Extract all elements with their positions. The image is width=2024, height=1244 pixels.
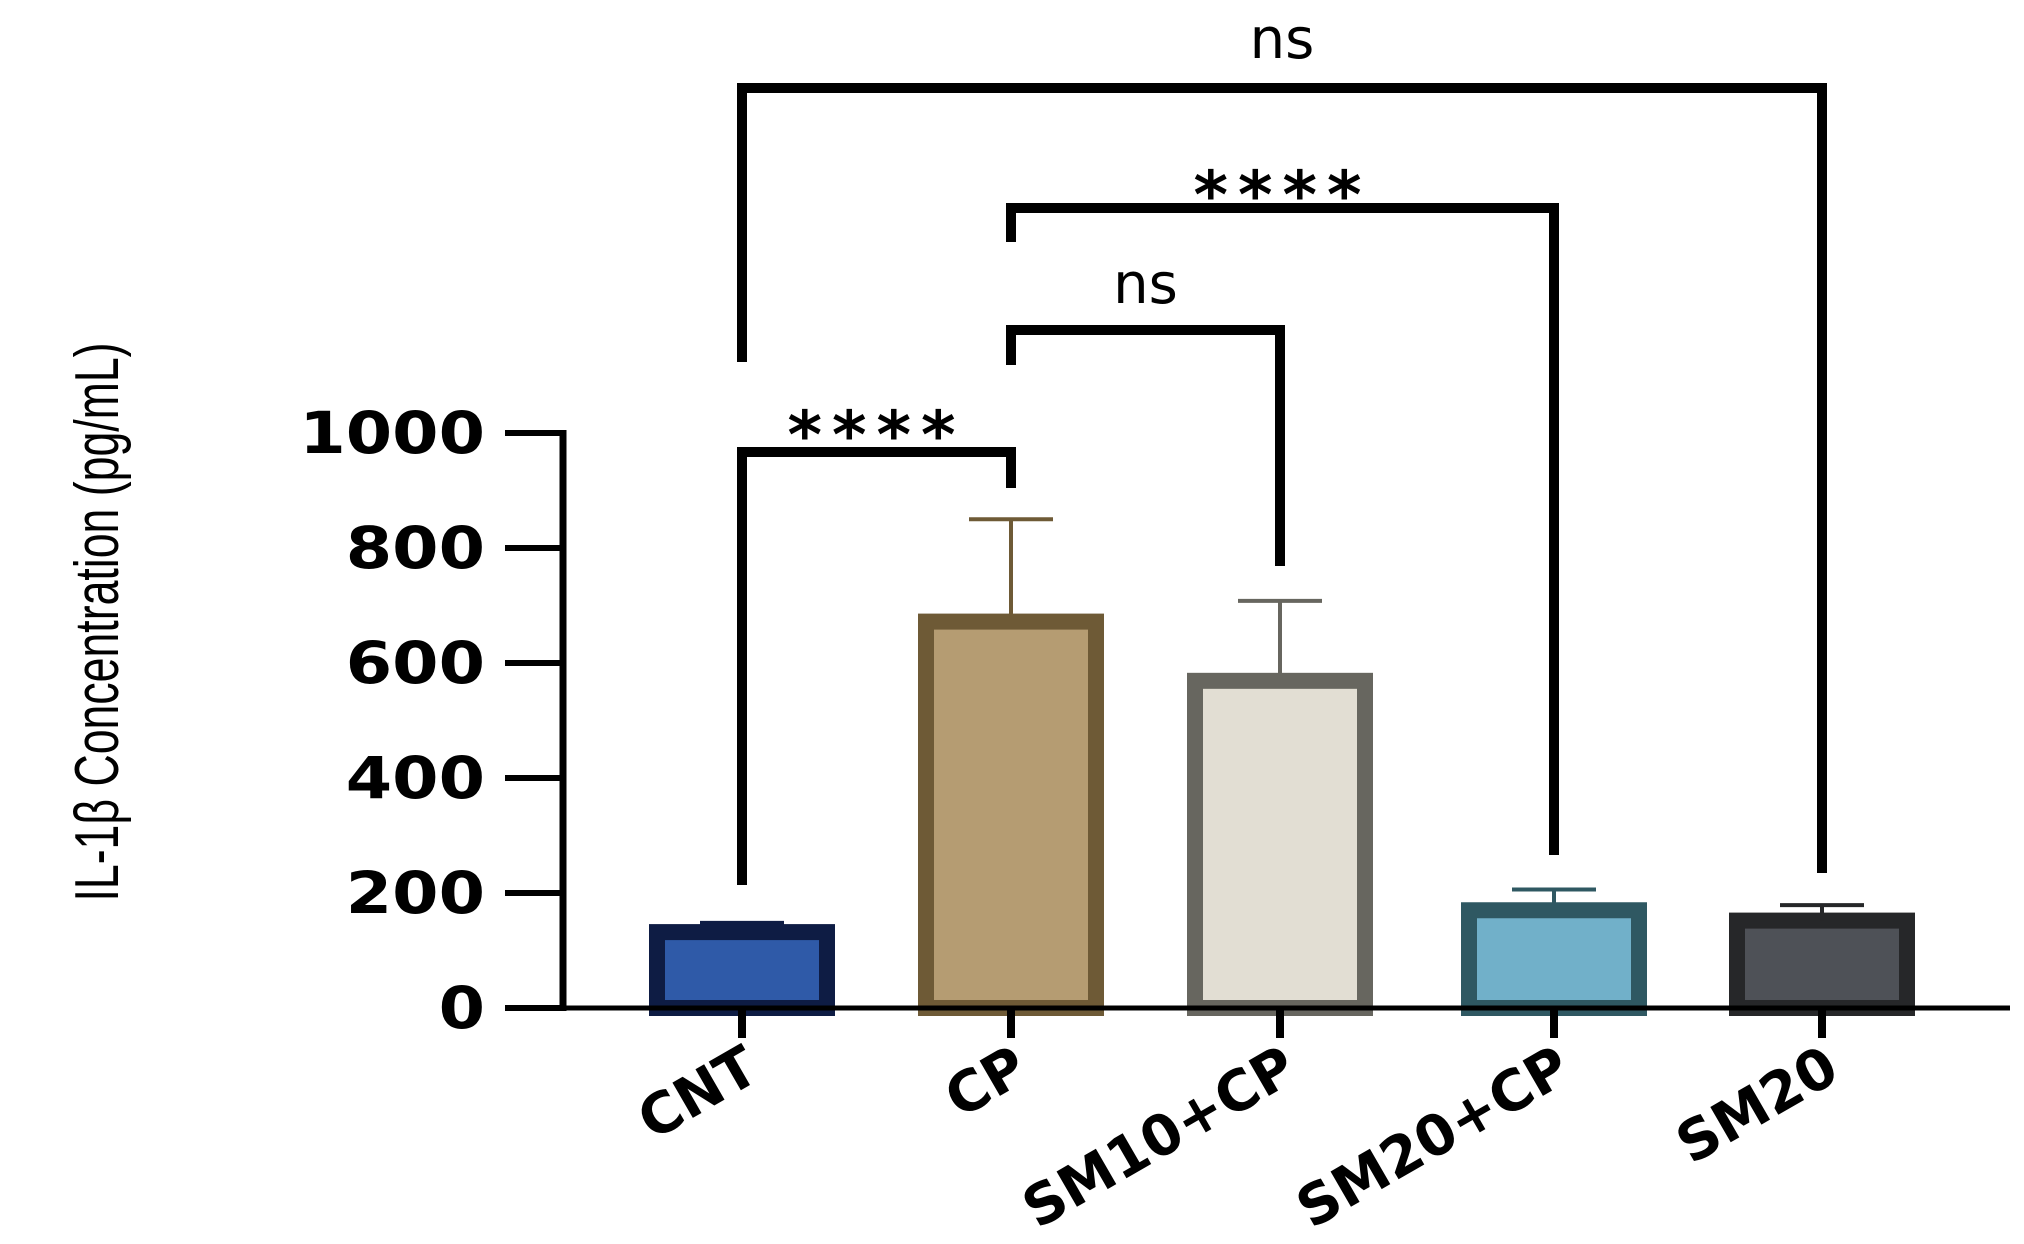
bar-cp <box>918 613 1104 1016</box>
x-tick-label-cp: CP <box>934 1034 1038 1131</box>
y-tick-label-600: 600 <box>346 629 485 697</box>
sig-bracket-cnt-vs-sm20 <box>737 83 1827 873</box>
sig-label-cnt-vs-sm20: ns <box>1250 7 1315 72</box>
y-tick-label-400: 400 <box>346 744 485 812</box>
y-tick-label-800: 800 <box>346 514 485 582</box>
x-tick-label-sm10-cp: SM10+CP <box>1012 1034 1307 1242</box>
bar-sm20 <box>1729 912 1915 1016</box>
y-tick-label-0: 0 <box>439 974 485 1042</box>
x-tick-label-sm20-cp: SM20+CP <box>1286 1034 1581 1242</box>
sig-bracket-cnt-vs-cp <box>737 447 1016 885</box>
bar-sm10-cp <box>1187 672 1373 1016</box>
y-axis-label: IL-1β Concentration (pg/mL) <box>63 342 132 901</box>
sig-bracket-cp-vs-sm20-cp <box>1006 203 1559 855</box>
x-tick-label-cnt: CNT <box>627 1034 769 1153</box>
sig-label-cp-vs-sm10-cp: ns <box>1113 252 1178 317</box>
x-tick-label-sm20: SM20 <box>1666 1034 1849 1177</box>
sig-label-cp-vs-sm20-cp: **** <box>1193 157 1371 234</box>
bar-cnt <box>649 924 835 1016</box>
sig-bracket-cp-vs-sm10-cp <box>1006 325 1285 566</box>
y-tick-label-1000: 1000 <box>299 399 485 467</box>
y-tick-label-200: 200 <box>346 859 485 927</box>
sig-label-cnt-vs-cp: **** <box>787 397 965 474</box>
bar-sm20-cp <box>1461 902 1647 1016</box>
